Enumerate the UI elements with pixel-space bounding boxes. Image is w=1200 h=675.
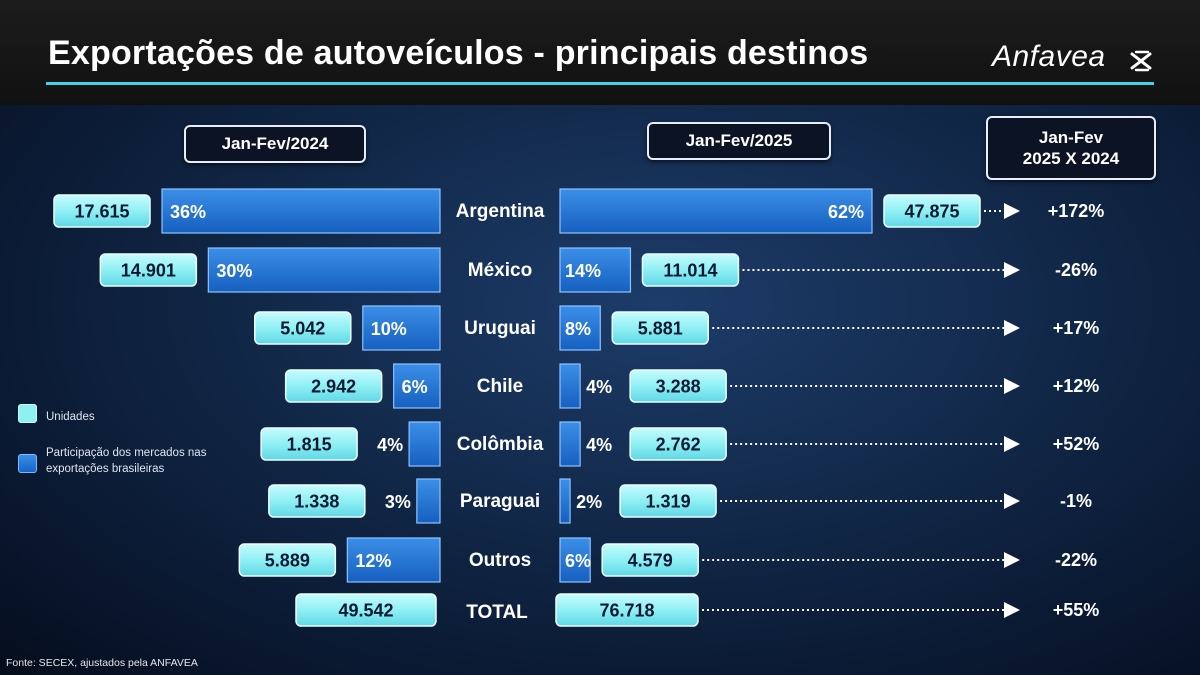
bar-2024-chile bbox=[393, 363, 441, 409]
units-2024-total-value: 49.542 bbox=[338, 601, 393, 621]
share-2024-chile-label: 6% bbox=[402, 377, 428, 397]
units-2024-uruguai-box bbox=[254, 311, 352, 345]
period-comparison-line2: 2025 X 2024 bbox=[1022, 149, 1120, 168]
category-mexico-label: México bbox=[468, 260, 532, 281]
units-2025-total-value: 76.718 bbox=[599, 601, 654, 621]
change-total-label: +55% bbox=[1053, 600, 1100, 620]
units-2025-uruguai-box bbox=[611, 311, 710, 345]
legend-share-swatch bbox=[18, 454, 37, 473]
units-2025-argentina-box bbox=[883, 194, 981, 228]
bar-2024-colombia bbox=[408, 421, 441, 467]
period-label-2025-text: Jan-Fev/2025 bbox=[685, 131, 793, 151]
source-note: Fonte: SECEX, ajustados pela ANFAVEA bbox=[6, 657, 198, 669]
units-2025-argentina-value: 47.875 bbox=[904, 202, 959, 222]
change-chile-label: +12% bbox=[1053, 376, 1100, 396]
units-2025-outros-value: 4.579 bbox=[628, 551, 673, 571]
share-2024-uruguai-label: 10% bbox=[371, 319, 407, 339]
share-2024-mexico-label: 30% bbox=[216, 261, 252, 281]
share-2025-chile-label: 4% bbox=[586, 377, 612, 397]
units-2025-chile-value: 3.288 bbox=[656, 377, 701, 397]
units-2024-outros-value: 5.889 bbox=[265, 551, 310, 571]
category-paraguai-label: Paraguai bbox=[460, 491, 540, 512]
units-2024-colombia-box bbox=[260, 427, 358, 461]
legend-share-label: Participação dos mercados nas exportaçõe… bbox=[46, 447, 207, 475]
units-2024-argentina-value: 17.615 bbox=[74, 202, 129, 222]
bar-2025-mexico bbox=[559, 247, 632, 293]
share-2025-mexico-label: 14% bbox=[565, 261, 601, 281]
share-2024-colombia-label: 4% bbox=[377, 435, 403, 455]
bar-2025-argentina bbox=[559, 188, 873, 234]
period-label-2024-text: Jan-Fev/2024 bbox=[221, 134, 329, 154]
change-uruguai-label: +17% bbox=[1053, 318, 1100, 338]
legend-units-label: Unidades bbox=[46, 411, 95, 423]
units-2024-total-box bbox=[295, 593, 437, 627]
units-2024-uruguai-value: 5.042 bbox=[280, 319, 325, 339]
units-2025-colombia-box bbox=[629, 427, 727, 461]
share-2025-argentina-label: 62% bbox=[828, 202, 864, 222]
bar-2025-outros bbox=[559, 537, 591, 583]
share-2025-uruguai-label: 8% bbox=[565, 319, 591, 339]
bar-2024-paraguai bbox=[416, 478, 441, 524]
units-2025-chile-box bbox=[629, 369, 727, 403]
units-2024-argentina-box bbox=[53, 194, 151, 228]
units-2024-mexico-box bbox=[99, 253, 198, 287]
bar-2025-paraguai bbox=[559, 478, 571, 524]
units-2024-paraguai-box bbox=[268, 484, 366, 518]
units-2025-total-box bbox=[555, 593, 699, 627]
anfavea-logo: Anfavea bbox=[992, 40, 1106, 73]
units-2024-chile-box bbox=[284, 369, 383, 403]
share-2024-paraguai-label: 3% bbox=[385, 492, 411, 512]
category-total-label: TOTAL bbox=[466, 602, 528, 623]
change-mexico-label: -26% bbox=[1055, 260, 1097, 280]
share-2024-argentina-label: 36% bbox=[170, 202, 206, 222]
units-2025-outros-box bbox=[601, 543, 699, 577]
change-paraguai-label: -1% bbox=[1060, 491, 1092, 511]
legend-units-swatch bbox=[18, 404, 37, 423]
category-chile-label: Chile bbox=[477, 376, 523, 397]
period-label-2024: Jan-Fev/2024 bbox=[184, 125, 366, 163]
bar-2024-outros bbox=[346, 537, 441, 583]
change-colombia-label: +52% bbox=[1053, 434, 1100, 454]
bar-2024-uruguai bbox=[362, 305, 441, 351]
category-outros-label: Outros bbox=[469, 550, 531, 571]
category-uruguai-label: Uruguai bbox=[464, 318, 536, 339]
category-colombia-label: Colômbia bbox=[457, 434, 544, 455]
units-2025-paraguai-value: 1.319 bbox=[646, 492, 691, 512]
share-2025-paraguai-label: 2% bbox=[576, 492, 602, 512]
units-2025-uruguai-value: 5.881 bbox=[638, 319, 683, 339]
units-2024-mexico-value: 14.901 bbox=[121, 261, 176, 281]
title-underline bbox=[46, 82, 1154, 85]
bar-2024-argentina bbox=[161, 188, 441, 234]
anfavea-logo-icon bbox=[1130, 50, 1152, 72]
units-2025-colombia-value: 2.762 bbox=[656, 435, 701, 455]
units-2024-chile-value: 2.942 bbox=[311, 377, 356, 397]
units-2025-mexico-box bbox=[641, 253, 740, 287]
units-2025-mexico-value: 11.014 bbox=[663, 261, 717, 281]
units-2025-paraguai-box bbox=[619, 484, 717, 518]
period-comparison-line1: Jan-Fev bbox=[1038, 127, 1104, 147]
share-2025-colombia-label: 4% bbox=[586, 435, 612, 455]
units-2024-paraguai-value: 1.338 bbox=[294, 492, 339, 512]
period-label-2025: Jan-Fev/2025 bbox=[647, 122, 831, 160]
share-2024-outros-label: 12% bbox=[355, 551, 391, 571]
units-2024-outros-box bbox=[238, 543, 337, 577]
change-outros-label: -22% bbox=[1055, 550, 1097, 570]
header-bar: Exportações de autoveículos - principais… bbox=[0, 0, 1200, 105]
units-2024-colombia-value: 1.815 bbox=[287, 435, 332, 455]
bar-2025-uruguai bbox=[559, 305, 601, 351]
share-2025-outros-label: 6% bbox=[565, 551, 591, 571]
bar-2025-chile bbox=[559, 363, 581, 409]
bar-2025-colombia bbox=[559, 421, 581, 467]
change-argentina-label: +172% bbox=[1048, 201, 1105, 221]
category-argentina-label: Argentina bbox=[456, 201, 545, 222]
bar-2024-mexico bbox=[207, 247, 441, 293]
period-comparison-label: Jan-Fev 2025 X 2024 bbox=[986, 116, 1156, 180]
page-title: Exportações de autoveículos - principais… bbox=[48, 34, 869, 72]
